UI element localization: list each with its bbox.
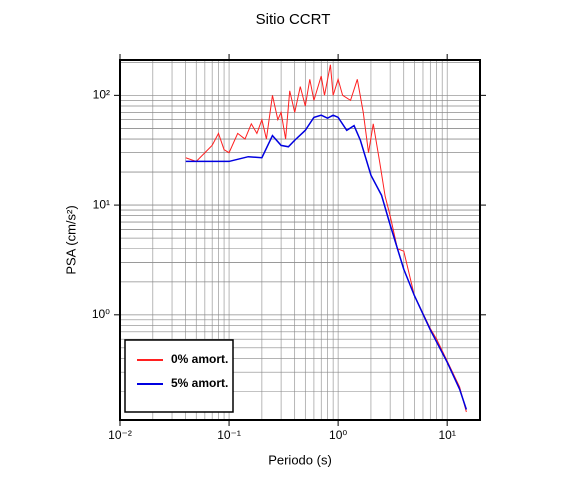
y-tick-label: 10⁰ <box>92 307 110 321</box>
legend-box <box>124 339 234 413</box>
legend-label: 0% amort. <box>171 352 228 366</box>
y-axis-label: PSA (cm/s²) <box>63 205 78 274</box>
series-line <box>185 64 467 413</box>
series-line <box>185 114 468 410</box>
x-tick-label: 10⁰ <box>329 428 347 442</box>
legend-label: 5% amort. <box>171 376 228 390</box>
x-tick-label: 10⁻¹ <box>217 428 241 442</box>
chart-title: Sitio CCRT <box>256 11 331 28</box>
plot-frame <box>119 59 481 421</box>
y-tick-label: 10² <box>93 88 110 102</box>
x-axis-label: Periodo (s) <box>268 452 332 467</box>
x-tick-label: 10¹ <box>438 428 455 442</box>
x-tick-label: 10⁻² <box>108 428 132 442</box>
y-tick-label: 10¹ <box>93 197 110 211</box>
